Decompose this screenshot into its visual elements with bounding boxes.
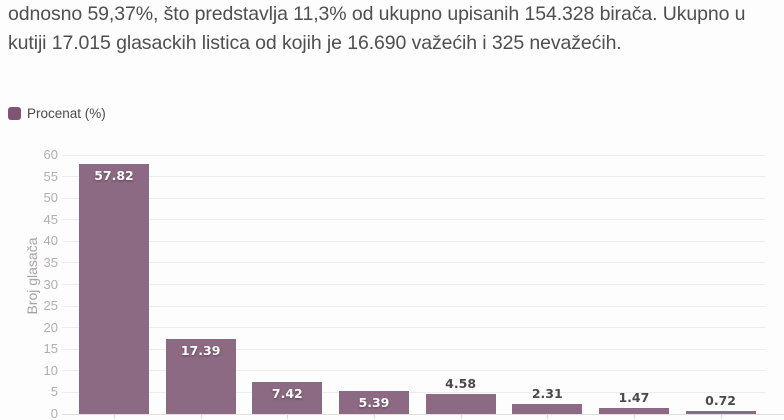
- x-axis-line: [62, 413, 784, 415]
- gridline: [62, 391, 765, 393]
- bar-value-label: 57.82: [94, 168, 134, 184]
- bar-value-label: 1.47: [618, 389, 650, 405]
- x-axis-tick: [287, 415, 289, 419]
- y-axis-tick-label: 15: [43, 341, 58, 357]
- y-axis-title: Broj glasača: [24, 237, 40, 315]
- bar[interactable]: [338, 390, 409, 414]
- y-axis-tick-label: 10: [43, 362, 58, 378]
- y-axis-tick-label: 40: [43, 233, 58, 249]
- y-axis-tick-label: 35: [43, 254, 58, 270]
- legend-label: Procenat (%): [27, 106, 106, 121]
- y-axis-tick-label: 5: [50, 384, 58, 400]
- x-axis-tick: [633, 415, 635, 419]
- gridline: [62, 370, 765, 372]
- y-axis-tick-label: 55: [43, 168, 58, 184]
- gridline: [62, 240, 765, 242]
- bar-value-label: 2.31: [531, 386, 563, 402]
- gridline: [62, 284, 765, 285]
- y-axis-tick-label: 25: [43, 298, 58, 314]
- bar[interactable]: [79, 164, 149, 414]
- x-axis-tick: [720, 415, 722, 419]
- article-text: odnosno 59,37%, što predstavlja 11,3% od…: [8, 3, 746, 54]
- bar[interactable]: [598, 407, 669, 414]
- x-axis-tick: [547, 415, 549, 419]
- bar-value-label: 17.39: [180, 342, 221, 358]
- x-axis-tick: [373, 415, 375, 419]
- x-axis-tick: [460, 415, 462, 419]
- bar-value-label: 0.72: [705, 392, 736, 408]
- y-axis-tick-label: 60: [43, 147, 58, 162]
- bar[interactable]: [165, 338, 236, 414]
- y-axis-tick-label: 50: [43, 190, 58, 206]
- legend-item-procenat[interactable]: Procenat (%): [8, 106, 106, 121]
- gridline: [62, 305, 765, 307]
- bar-value-label: 7.42: [271, 385, 303, 401]
- bar[interactable]: [252, 381, 323, 414]
- y-axis-tick-label: 0: [50, 406, 58, 420]
- gridline: [62, 348, 765, 350]
- legend-swatch-icon: [8, 107, 21, 120]
- y-axis-tick-label: 20: [43, 319, 58, 335]
- gridline: [62, 219, 765, 221]
- gridline: [62, 262, 765, 264]
- bar-value-label: 5.39: [358, 394, 390, 410]
- bar[interactable]: [512, 404, 583, 414]
- bar[interactable]: [685, 410, 756, 414]
- gridline: [62, 154, 765, 156]
- bar-value-label: 4.58: [445, 376, 477, 392]
- y-axis-tick-label: 45: [43, 211, 58, 227]
- y-axis-tick-label: 30: [43, 276, 58, 292]
- gridline: [62, 327, 765, 329]
- bar[interactable]: [425, 394, 496, 414]
- x-axis-tick: [114, 415, 115, 419]
- x-axis-tick: [200, 415, 202, 419]
- gridline: [62, 197, 765, 199]
- gridline: [62, 176, 765, 178]
